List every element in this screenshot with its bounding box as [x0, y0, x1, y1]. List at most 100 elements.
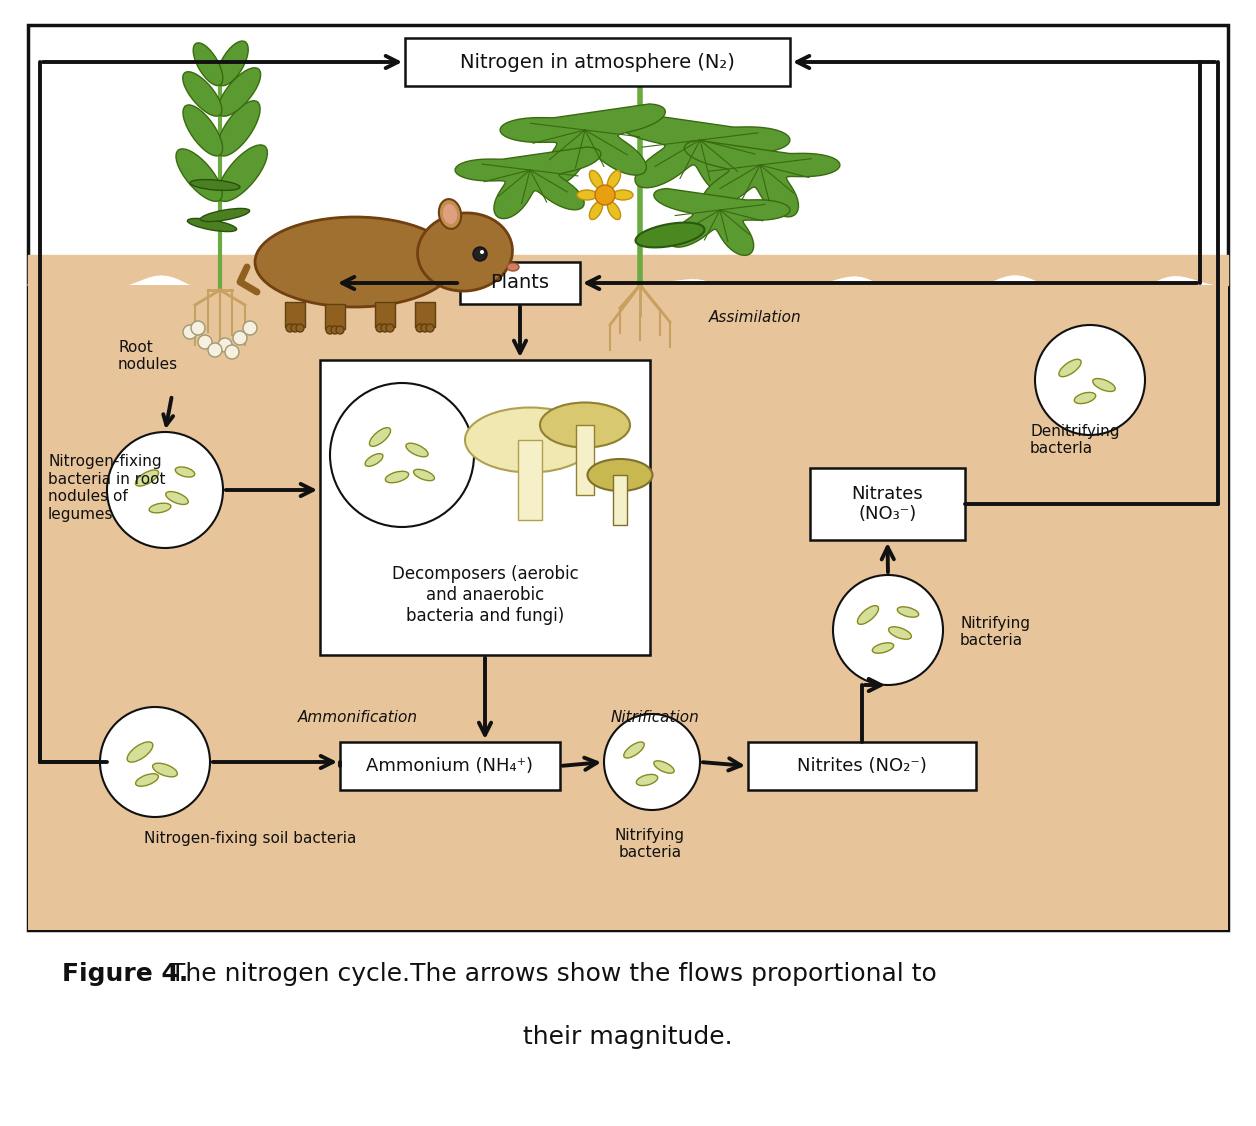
Circle shape [595, 185, 615, 205]
Text: Denitrifying
bacterla: Denitrifying bacterla [1030, 423, 1119, 456]
Ellipse shape [507, 263, 519, 271]
Ellipse shape [153, 763, 177, 777]
Ellipse shape [654, 761, 674, 774]
Ellipse shape [540, 402, 631, 447]
Text: Nitrates
(NO₃⁻): Nitrates (NO₃⁻) [852, 484, 923, 524]
Ellipse shape [636, 223, 705, 248]
Polygon shape [455, 148, 600, 218]
Circle shape [100, 707, 210, 817]
Ellipse shape [413, 470, 435, 481]
Circle shape [225, 345, 239, 359]
Ellipse shape [897, 607, 918, 617]
Ellipse shape [183, 105, 222, 155]
Circle shape [286, 324, 294, 332]
Circle shape [474, 247, 487, 261]
Circle shape [386, 324, 394, 332]
Circle shape [183, 325, 197, 339]
Text: The nitrogen cycle.The arrows show the flows proportional to: The nitrogen cycle.The arrows show the f… [162, 962, 937, 986]
Bar [28, 25, 1228, 930]
Text: Figure 4.: Figure 4. [62, 962, 188, 986]
Ellipse shape [1059, 359, 1081, 377]
Circle shape [381, 324, 389, 332]
Bar [749, 742, 976, 790]
Circle shape [330, 383, 474, 527]
Ellipse shape [637, 775, 658, 786]
Bar [810, 468, 965, 540]
Ellipse shape [219, 68, 261, 116]
Polygon shape [615, 113, 790, 198]
Ellipse shape [201, 208, 250, 222]
Ellipse shape [1093, 378, 1115, 392]
Text: Nitrifying
bacteria: Nitrifying bacteria [615, 828, 685, 860]
Ellipse shape [217, 41, 249, 86]
Text: Nitrifying
bacteria: Nitrifying bacteria [960, 616, 1030, 649]
Circle shape [296, 324, 304, 332]
Ellipse shape [136, 774, 158, 786]
Circle shape [107, 432, 224, 548]
Bar [340, 742, 560, 790]
Circle shape [332, 327, 339, 334]
Bar [414, 302, 435, 327]
Bar [577, 425, 594, 495]
Polygon shape [685, 141, 840, 217]
Ellipse shape [217, 145, 268, 202]
Circle shape [191, 321, 205, 336]
Bar [376, 302, 394, 327]
Text: Nitrogen-fixing soil bacteria: Nitrogen-fixing soil bacteria [144, 831, 357, 846]
Text: Ammonification: Ammonification [298, 711, 418, 725]
Text: Nitrogen in atmosphere (N₂): Nitrogen in atmosphere (N₂) [460, 53, 735, 71]
Ellipse shape [187, 218, 236, 232]
Text: Plants: Plants [491, 274, 550, 293]
Ellipse shape [166, 492, 188, 504]
Circle shape [198, 336, 212, 349]
Circle shape [234, 331, 247, 345]
Bar [320, 360, 651, 655]
Circle shape [421, 324, 430, 332]
Circle shape [219, 338, 232, 352]
Polygon shape [500, 104, 666, 185]
Circle shape [480, 250, 484, 254]
Bar [325, 304, 345, 329]
Text: Ammonium (NH₄⁺): Ammonium (NH₄⁺) [367, 757, 534, 775]
Ellipse shape [888, 627, 912, 640]
Circle shape [291, 324, 299, 332]
Circle shape [1035, 325, 1145, 435]
Ellipse shape [608, 170, 620, 188]
Ellipse shape [624, 742, 644, 758]
Ellipse shape [443, 204, 457, 224]
Text: Nitrites (NO₂⁻): Nitrites (NO₂⁻) [798, 757, 927, 775]
Bar [285, 302, 305, 327]
Circle shape [416, 324, 425, 332]
Bar [404, 38, 790, 86]
Ellipse shape [465, 408, 595, 473]
Text: Assimilation: Assimilation [708, 311, 801, 325]
Bar [517, 440, 543, 520]
Circle shape [426, 324, 435, 332]
Polygon shape [654, 188, 790, 256]
Ellipse shape [193, 43, 222, 86]
Ellipse shape [369, 428, 391, 446]
Ellipse shape [127, 742, 153, 762]
Ellipse shape [438, 199, 461, 229]
Ellipse shape [182, 72, 222, 116]
Ellipse shape [365, 454, 383, 466]
Ellipse shape [577, 190, 597, 200]
Circle shape [242, 321, 257, 336]
Ellipse shape [873, 643, 894, 653]
Text: Root
nodules: Root nodules [118, 340, 178, 373]
Text: Nitrogen-fixing
bacteria in root
nodules of
legumes: Nitrogen-fixing bacteria in root nodules… [48, 455, 166, 521]
Text: their magnitude.: their magnitude. [524, 1025, 732, 1049]
Circle shape [376, 324, 384, 332]
Ellipse shape [149, 503, 171, 512]
Ellipse shape [613, 190, 633, 200]
Circle shape [604, 714, 700, 810]
Ellipse shape [136, 470, 158, 486]
Ellipse shape [217, 100, 260, 157]
Circle shape [337, 327, 344, 334]
Ellipse shape [190, 179, 240, 190]
Text: Decomposers (aerobic
and anaerobic
bacteria and fungi): Decomposers (aerobic and anaerobic bacte… [392, 565, 578, 625]
Ellipse shape [255, 217, 455, 307]
Ellipse shape [589, 202, 603, 220]
Ellipse shape [589, 170, 603, 188]
Ellipse shape [858, 606, 878, 624]
